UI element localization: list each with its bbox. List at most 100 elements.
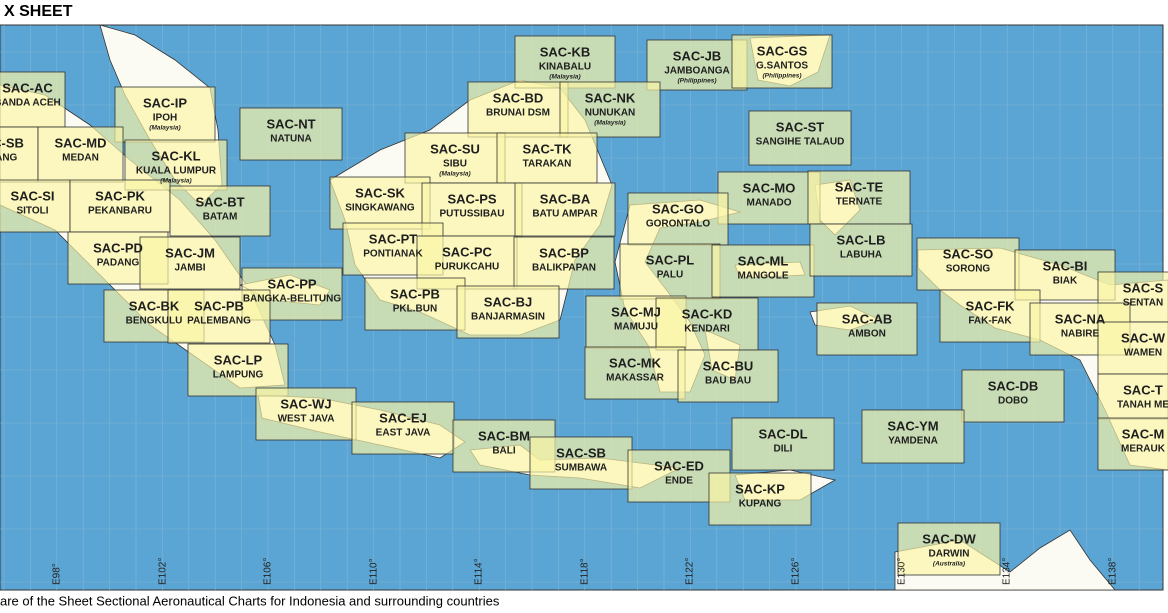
sheet-name: GORONTALO <box>646 219 710 230</box>
sheet-name: PALU <box>657 270 683 281</box>
sheet-code: SAC-DW <box>922 531 976 546</box>
sheet-box <box>584 346 686 400</box>
sheet-code: SAC-NA <box>1055 311 1106 326</box>
longitude-label: E122° <box>685 558 696 585</box>
sheet-name: BALI <box>492 446 516 457</box>
sheet-name: G.SANTOS <box>756 61 808 72</box>
sheet-box <box>731 34 833 89</box>
sheet-code: SAC-TE <box>835 179 884 194</box>
longitude-label: E106° <box>263 558 274 585</box>
sheet-box <box>169 185 271 237</box>
sheet-name: KUALA LUMPUR <box>136 166 217 177</box>
sheet-name: DARWIN <box>929 549 970 560</box>
sheet-code: SAC-PB <box>390 286 440 301</box>
sheet-name: MAMUJU <box>614 322 658 333</box>
sheet-name: WAMEN <box>1124 348 1162 359</box>
sheet-code: SAC-KD <box>682 306 733 321</box>
longitude-label: E130° <box>897 558 908 585</box>
sheet-code: SAC-SB <box>556 445 606 460</box>
sheet-name: BANGKA-BELITUNG <box>243 294 342 305</box>
sheet-box <box>329 176 431 230</box>
longitude-label: E126° <box>791 558 802 585</box>
sheet-name: PUTUSSIBAU <box>439 209 504 220</box>
sheet-box <box>187 343 289 397</box>
longitude-label: E134° <box>1002 558 1013 585</box>
sheet-name: NABIRE <box>1061 329 1100 340</box>
longitude-label: E102° <box>158 558 169 585</box>
sheet-code: SAC-BM <box>478 428 530 443</box>
sheet-code: SAC-PK <box>95 188 145 203</box>
sheet-name: FAK-FAK <box>968 316 1012 327</box>
sheet-box <box>731 417 835 471</box>
sheet-box <box>655 297 759 351</box>
sheet-box <box>708 472 812 526</box>
sheet-box <box>1097 373 1168 420</box>
sheet-note: (Philippines) <box>678 78 717 85</box>
sheet-code: SAC-BK <box>129 298 180 313</box>
sheet-name: SITOLI <box>16 206 48 217</box>
sheet-name: DOBO <box>998 396 1028 407</box>
sheet-code: SAC-JM <box>165 245 215 260</box>
sheet-code: SAC-SI <box>10 188 54 203</box>
sheet-box <box>255 387 357 441</box>
sheet-note: (Malaysia) <box>594 120 625 127</box>
footer-caption: are of the Sheet Sectional Aeronautical … <box>0 593 500 608</box>
sheet-note: (Malaysia) <box>439 171 470 178</box>
sheet-name: SANGIHE TALAUD <box>756 137 845 148</box>
sheet-name: TARAKAN <box>523 159 572 170</box>
sheet-box <box>711 244 815 298</box>
sheet-name: BANJARMASIN <box>471 312 545 323</box>
sheet-box <box>167 289 271 344</box>
sheet-name: NATUNA <box>270 134 311 145</box>
longitude-label: E98° <box>52 563 63 585</box>
sheet-box <box>513 236 615 290</box>
sheet-name: MANGOLE <box>737 271 788 282</box>
sheet-name: KUPANG <box>739 499 782 510</box>
sheet-box <box>816 302 918 356</box>
sheet-code: SAC-W <box>1121 330 1166 345</box>
sheet-name: PONTIANAK <box>363 249 423 260</box>
sheet-name: PURUKCAHU <box>435 262 499 273</box>
sheet-name: BATU AMPAR <box>532 209 598 220</box>
sheet-code: SAC-BP <box>539 245 589 260</box>
sheet-name: TERNATE <box>836 197 883 208</box>
longitude-label: E118° <box>580 558 591 585</box>
sheet-code: SAC-BD <box>493 90 544 105</box>
sheet-name: JAMBOANGA <box>664 66 730 77</box>
sheet-code: SAC-FK <box>965 298 1015 313</box>
sheet-box <box>456 285 560 339</box>
longitude-labels: E98° E102° E106° E110° E114° E118° E122° E126° E… <box>52 558 1119 585</box>
sheet-note: (Australia) <box>933 561 965 568</box>
sheet-code: SAC-SB <box>0 135 24 150</box>
sheet-box <box>514 35 616 89</box>
sheet-code: SAC-KP <box>735 481 785 496</box>
sheet-box <box>0 71 66 128</box>
sheet-name: BALIKPAPAN <box>532 263 596 274</box>
sheet-code: SAC-PL <box>646 252 694 267</box>
sheet-code: SAC-PS <box>447 191 496 206</box>
sheet-name: MAKASSAR <box>606 373 665 384</box>
sheet-box <box>514 182 616 237</box>
sheet-code: SAC-LB <box>836 232 885 247</box>
sheet-box <box>748 110 852 166</box>
sheet-code: SAC-PD <box>93 240 143 255</box>
sheet-name: ENDE <box>665 476 693 487</box>
sheet-code: SAC-PP <box>267 276 316 291</box>
sheet-box <box>404 132 506 184</box>
sheet-name: ABANG <box>0 153 18 164</box>
sheet-box <box>861 409 965 464</box>
sheet-code: SAC-MJ <box>611 304 661 319</box>
sheet-code: SAC-BA <box>540 191 591 206</box>
sheet-name: AMBON <box>848 329 886 340</box>
sheet-name: SUMBAWA <box>555 463 607 474</box>
sheet-code: SAC-MD <box>55 135 107 150</box>
sheet-code: SAC-PC <box>442 244 492 259</box>
sheet-box <box>496 132 598 184</box>
sheet-box <box>939 289 1041 343</box>
sheet-code: SAC-SK <box>355 185 405 200</box>
sheet-box <box>364 277 466 331</box>
sheet-name: KINABALU <box>539 62 591 73</box>
header-title: X SHEET <box>4 3 73 20</box>
sheet-code: SAC-SO <box>943 246 994 261</box>
sheet-code: SAC-MK <box>609 355 662 370</box>
